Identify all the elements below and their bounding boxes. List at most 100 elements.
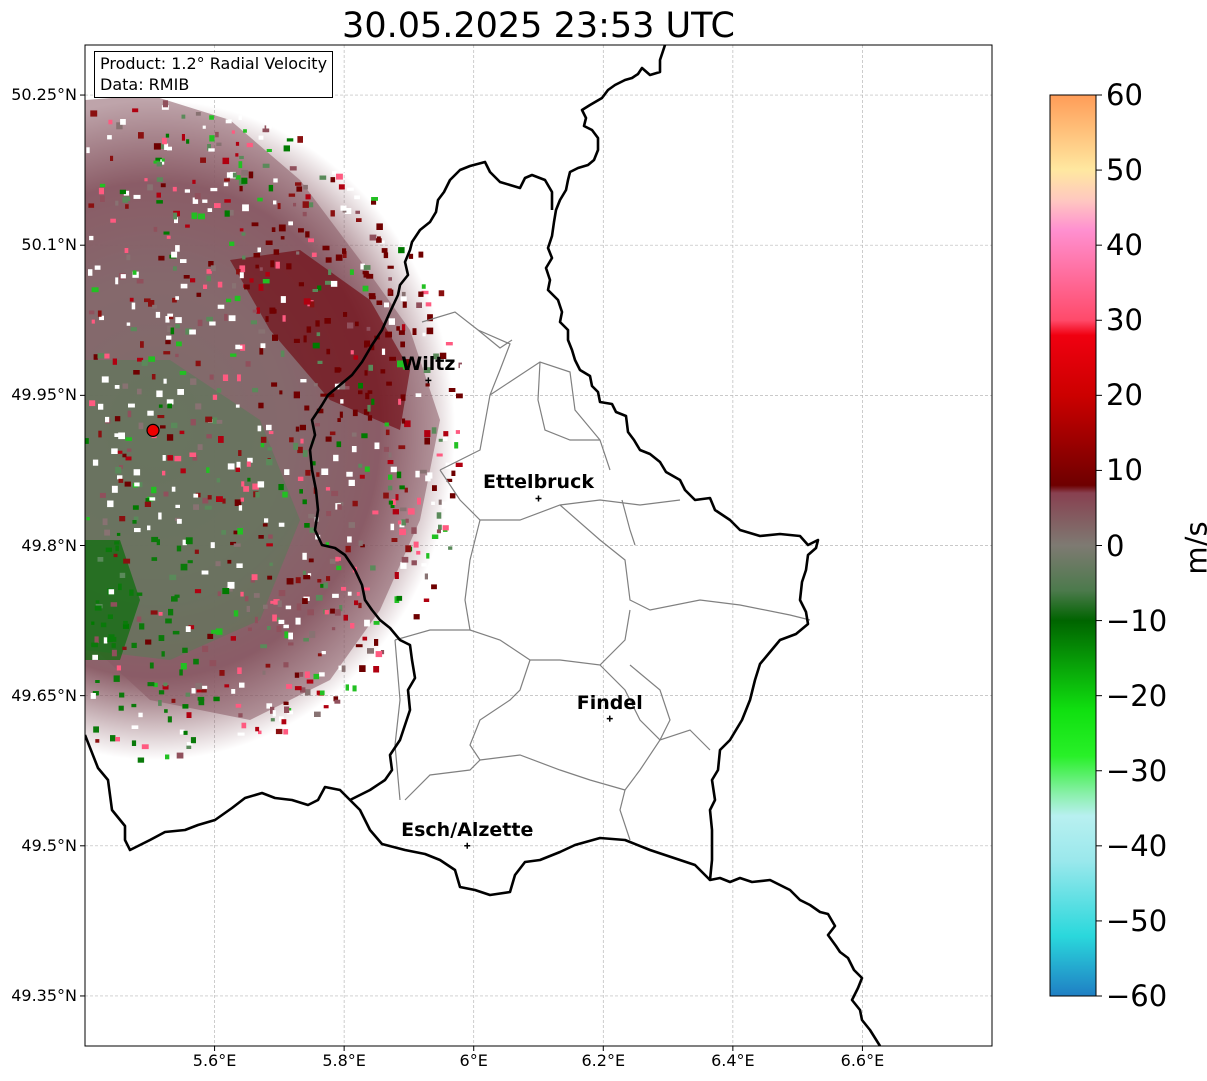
radar-pixel bbox=[424, 430, 431, 437]
radar-pixel bbox=[379, 240, 385, 244]
radar-pixel bbox=[302, 598, 308, 604]
radar-pixel bbox=[319, 672, 325, 677]
radar-pixel bbox=[388, 474, 393, 480]
radar-pixel bbox=[388, 318, 395, 325]
radar-pixel bbox=[166, 434, 174, 441]
radar-pixel bbox=[118, 705, 124, 711]
radar-pixel bbox=[330, 608, 335, 614]
radar-pixel bbox=[289, 166, 297, 171]
radar-pixel bbox=[342, 248, 347, 254]
radar-pixel bbox=[387, 485, 393, 491]
radar-pixel bbox=[137, 357, 144, 362]
radar-pixel bbox=[365, 392, 370, 400]
radar-pixel bbox=[424, 573, 428, 580]
radar-pixel bbox=[443, 431, 449, 437]
radar-pixel bbox=[124, 481, 131, 487]
radar-pixel bbox=[270, 260, 275, 268]
radar-pixel bbox=[242, 204, 249, 212]
radar-pixel bbox=[303, 637, 309, 642]
radar-pixel bbox=[268, 184, 274, 192]
radar-pixel bbox=[107, 135, 112, 140]
radar-pixel bbox=[304, 405, 310, 411]
radar-pixel bbox=[209, 660, 217, 667]
radar-pixel bbox=[158, 635, 165, 641]
radar-pixel bbox=[224, 313, 228, 321]
radar-pixel bbox=[325, 152, 332, 157]
radar-pixel bbox=[98, 403, 104, 410]
radar-pixel bbox=[246, 605, 250, 612]
radar-pixel bbox=[125, 204, 129, 209]
radar-pixel bbox=[151, 536, 159, 543]
radar-pixel bbox=[206, 269, 212, 274]
radar-pixel bbox=[361, 433, 368, 439]
radar-pixel bbox=[384, 422, 389, 427]
radar-pixel bbox=[176, 545, 182, 552]
radar-pixel bbox=[371, 197, 378, 201]
radar-pixel bbox=[211, 629, 217, 634]
radar-pixel bbox=[334, 699, 341, 704]
radar-pixel bbox=[140, 341, 144, 348]
radar-pixel bbox=[165, 618, 172, 624]
radar-pixel bbox=[179, 371, 187, 375]
radar-pixel bbox=[176, 752, 184, 759]
radar-pixel bbox=[360, 263, 365, 270]
radar-pixel bbox=[384, 302, 389, 308]
radar-pixel bbox=[424, 437, 430, 445]
radar-pixel bbox=[352, 409, 358, 417]
radar-pixel bbox=[272, 614, 277, 622]
radar-pixel bbox=[343, 614, 348, 621]
radar-pixel bbox=[202, 497, 209, 504]
radar-pixel bbox=[258, 730, 262, 735]
radar-pixel bbox=[399, 528, 406, 536]
city-markers bbox=[425, 377, 613, 849]
radar-pixel bbox=[125, 456, 132, 461]
radar-pixel bbox=[101, 376, 109, 383]
radar-pixel bbox=[174, 455, 182, 462]
radar-pixel bbox=[368, 293, 376, 297]
radar-pixel bbox=[408, 253, 414, 259]
radar-pixel bbox=[136, 279, 144, 284]
radar-pixel bbox=[338, 382, 346, 390]
radar-pixel bbox=[89, 400, 96, 407]
radar-pixel bbox=[271, 227, 276, 232]
radar-pixel bbox=[398, 398, 402, 405]
radar-pixel bbox=[456, 393, 463, 399]
radar-pixel bbox=[238, 345, 243, 349]
radar-pixel bbox=[448, 388, 456, 392]
radar-pixel bbox=[253, 253, 261, 258]
radar-pixel bbox=[238, 713, 243, 718]
radar-pixel bbox=[340, 205, 347, 211]
radar-pixel bbox=[180, 563, 188, 571]
radar-pixel bbox=[373, 621, 380, 625]
radar-pixel bbox=[254, 616, 258, 624]
radar-pixel bbox=[163, 682, 168, 687]
radar-pixel bbox=[390, 523, 395, 531]
radar-pixel bbox=[93, 354, 98, 360]
radar-pixel bbox=[215, 131, 219, 138]
radar-pixel bbox=[124, 248, 129, 253]
radar-pixel bbox=[322, 245, 330, 251]
radar-pixel bbox=[206, 275, 211, 282]
radar-pixel bbox=[207, 144, 211, 151]
radar-pixel bbox=[411, 560, 417, 566]
radar-pixel bbox=[398, 330, 405, 335]
radar-pixel bbox=[282, 491, 288, 498]
radar-pixel bbox=[239, 682, 245, 688]
radar-pixel bbox=[324, 609, 329, 615]
radar-pixel bbox=[312, 289, 318, 292]
radar-pixel bbox=[175, 353, 179, 358]
radar-pixel bbox=[321, 468, 329, 475]
radar-pixel bbox=[411, 527, 417, 534]
radar-pixel bbox=[238, 115, 242, 120]
radar-pixel bbox=[131, 740, 137, 746]
radar-pixel bbox=[313, 673, 320, 680]
radar-pixel bbox=[366, 326, 371, 331]
radar-pixel bbox=[262, 128, 270, 133]
colorbar-tick-label: −30 bbox=[1106, 753, 1168, 788]
radar-pixel bbox=[91, 642, 98, 648]
radar-pixel bbox=[139, 623, 145, 630]
radar-pixel bbox=[93, 726, 99, 733]
lon-tick-label: 5.8°E bbox=[322, 1051, 366, 1070]
radar-pixel bbox=[107, 636, 113, 642]
radar-pixel bbox=[239, 272, 244, 279]
